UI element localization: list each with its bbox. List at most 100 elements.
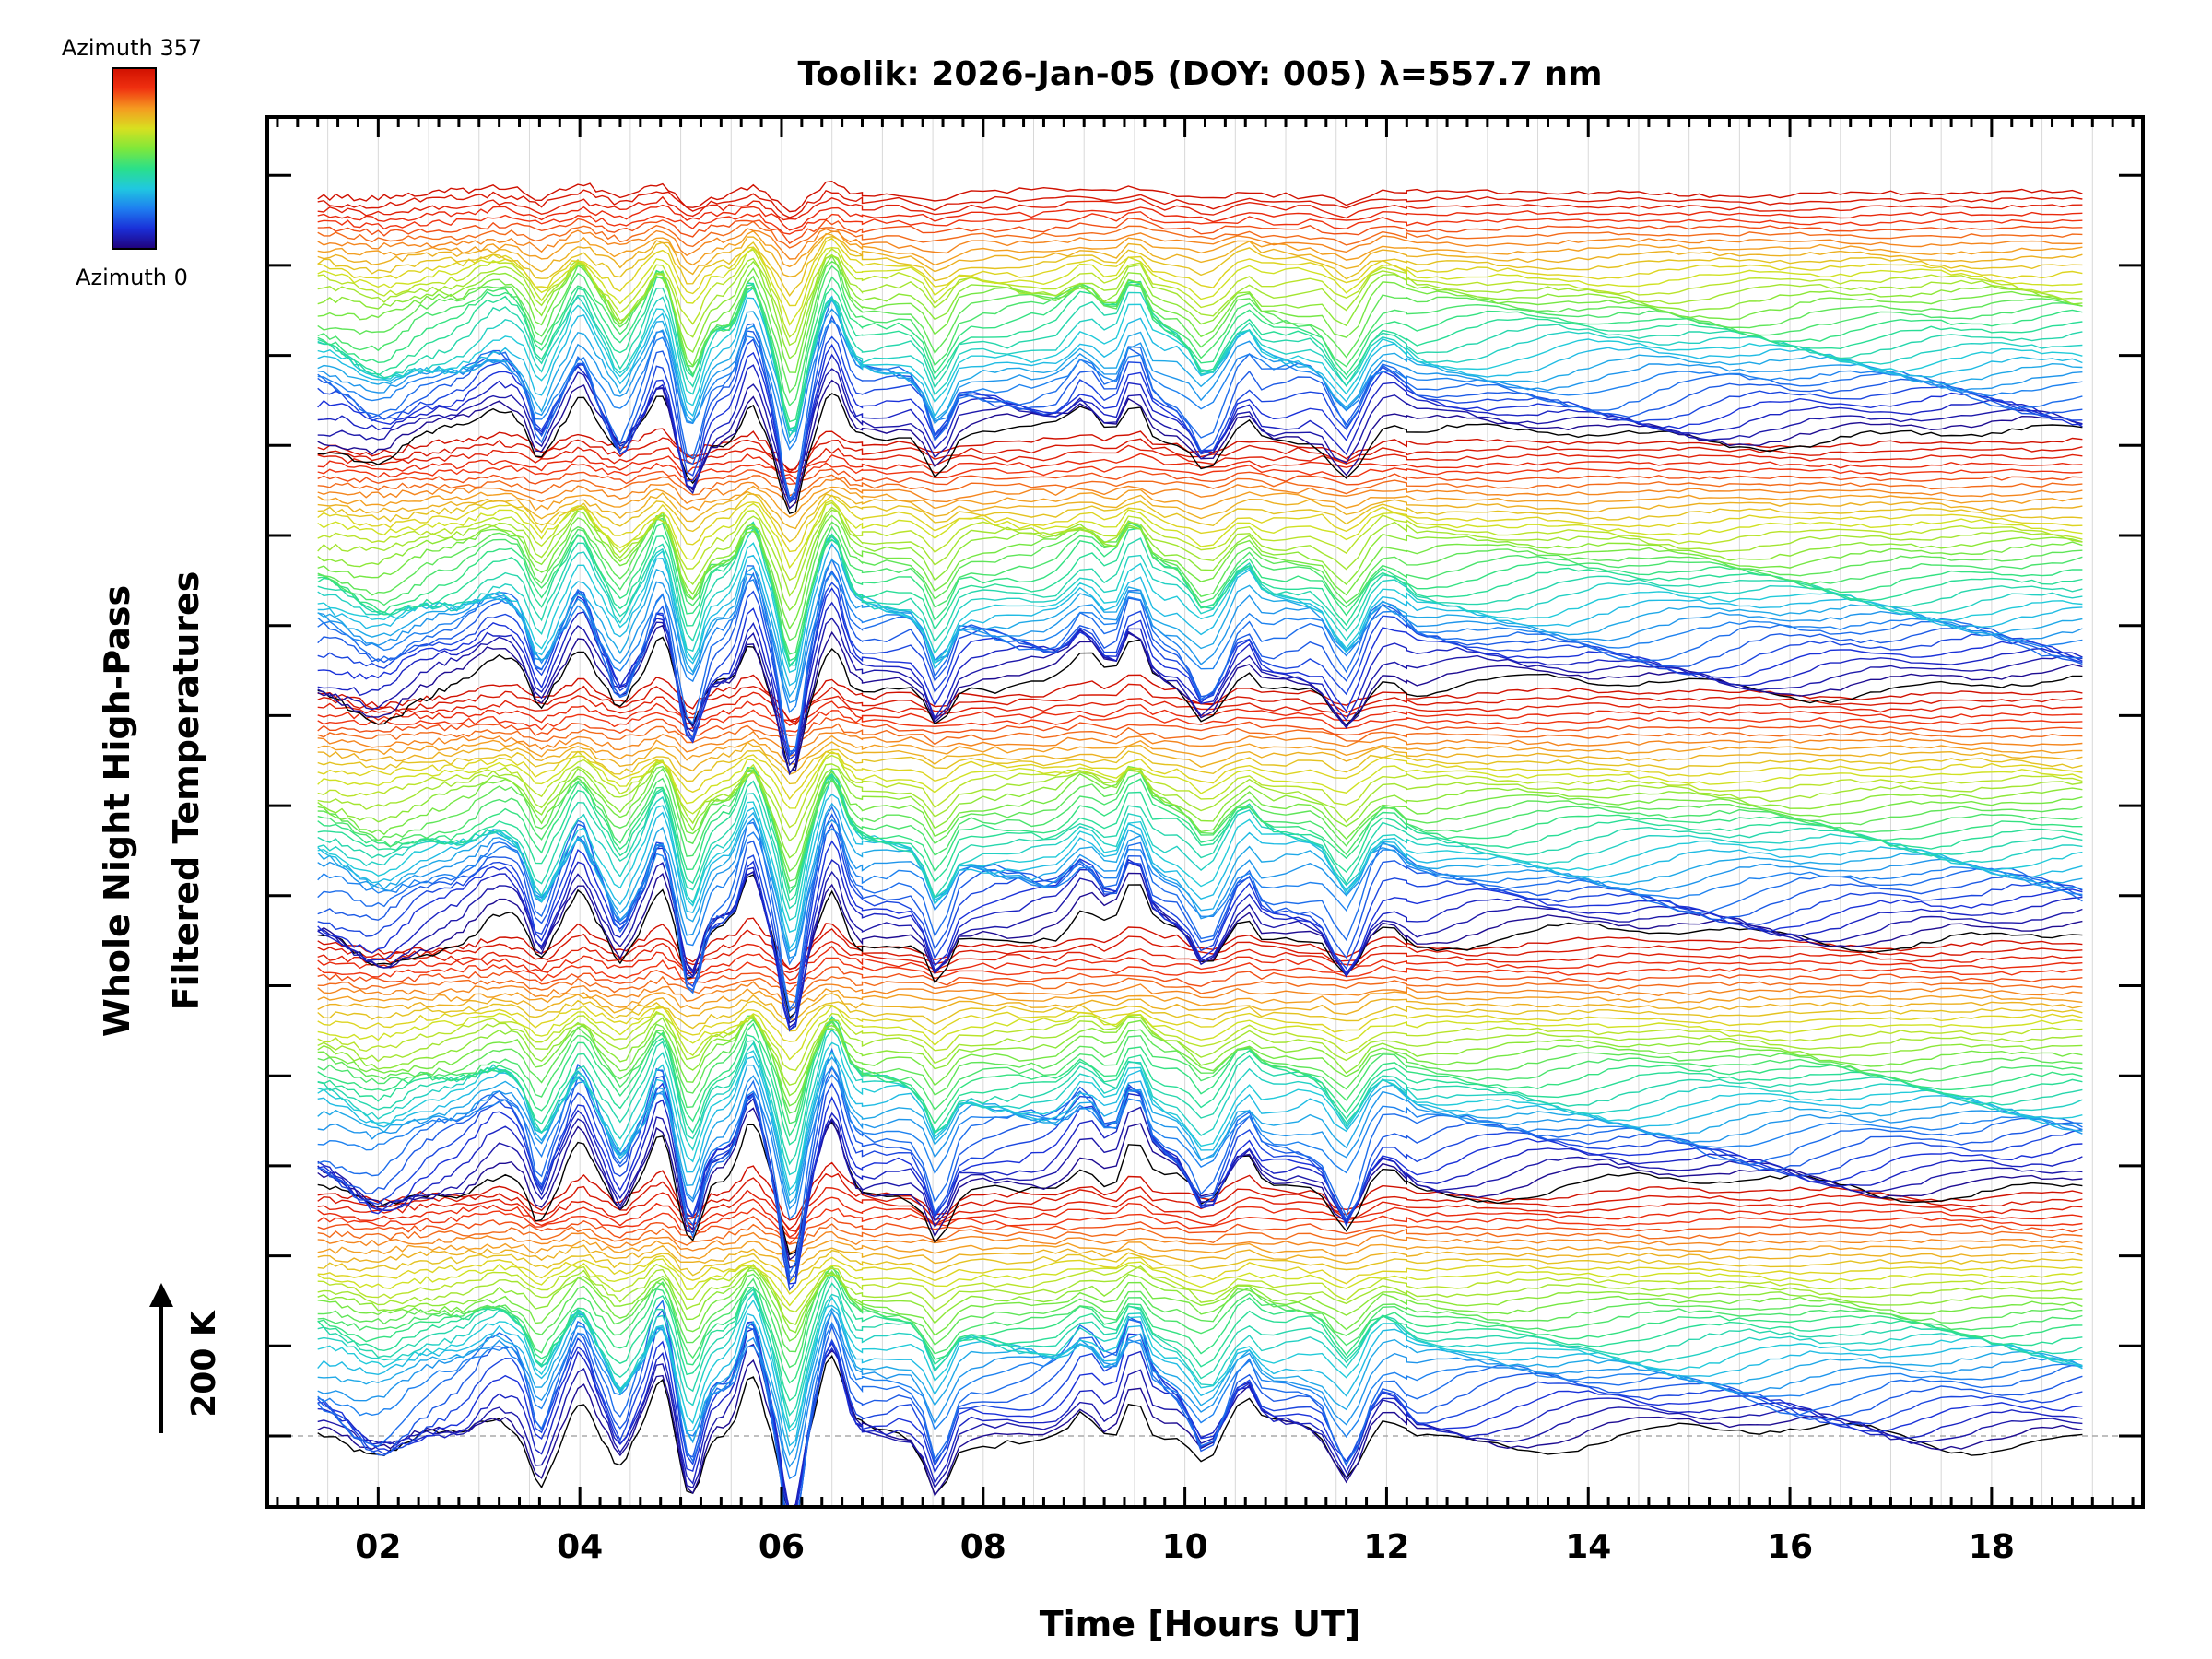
x-tick-label: 02 [355, 1528, 401, 1566]
series-line [317, 474, 2083, 497]
series-line [317, 453, 2083, 480]
series-line [317, 521, 2083, 667]
series-line [317, 750, 2083, 809]
series-line [317, 716, 2083, 737]
series-line [317, 999, 2083, 1032]
series-line [317, 1244, 2083, 1268]
x-tick-label: 04 [557, 1528, 603, 1566]
series-line [317, 282, 2083, 432]
x-tick-label: 16 [1767, 1528, 1813, 1566]
series-line [317, 1321, 2083, 1480]
series-line [317, 494, 2083, 553]
series-line [317, 180, 2083, 213]
series-line [317, 975, 2083, 998]
series-line [317, 335, 2083, 500]
series-line [317, 748, 2083, 785]
colorbar-gradient [112, 67, 157, 250]
series-line [317, 940, 2083, 974]
series-line [317, 511, 2083, 641]
series-line [317, 281, 2083, 438]
series-line [317, 379, 2083, 510]
series-line [317, 218, 2083, 244]
series-line [317, 228, 2083, 260]
series-line [317, 1311, 2083, 1468]
series-line [317, 1308, 2083, 1507]
series-line [317, 767, 2083, 889]
series-line [317, 636, 2083, 775]
series-line [317, 828, 2083, 966]
series-line [317, 993, 2083, 1020]
series-line [317, 211, 2083, 235]
series-group [317, 180, 2083, 1507]
series-line [317, 981, 2083, 1005]
series-line [317, 229, 2083, 268]
series-line [317, 195, 2083, 221]
series-line [317, 1265, 2083, 1353]
series-line [317, 1172, 2083, 1230]
series-line [317, 765, 2083, 873]
scale-bar-label: 200 K [185, 1310, 223, 1418]
series-line [317, 500, 2083, 570]
series-line [317, 1065, 2083, 1283]
series-line [317, 822, 2083, 1022]
series-line [317, 488, 2083, 530]
series-line [317, 1015, 2083, 1146]
series-line [317, 1056, 2083, 1205]
series-line [317, 204, 2083, 231]
series-line [317, 582, 2083, 757]
series-line [317, 542, 2083, 699]
colorbar: Azimuth 357 Azimuth 0 [62, 35, 202, 290]
series-line [317, 523, 2083, 668]
series-line [317, 1207, 2083, 1240]
series-line [317, 535, 2083, 687]
series-line [317, 774, 2083, 922]
series-line [317, 917, 2083, 971]
x-tick-label: 14 [1565, 1528, 1611, 1566]
series-line [317, 723, 2083, 747]
y-axis-label-line2: Filtered Temperatures [166, 571, 206, 1011]
series-line [317, 988, 2083, 1010]
series-line [317, 1273, 2083, 1402]
series-line [317, 601, 2083, 767]
series-line [317, 946, 2083, 982]
series-line [317, 1186, 2083, 1232]
x-tick-label: 18 [1969, 1528, 2015, 1566]
series-line [317, 674, 2083, 723]
series-line [317, 1012, 2083, 1087]
series-line [317, 319, 2083, 451]
series-line [317, 1263, 2083, 1334]
y-axis-label-line1: Whole Night High-Pass [97, 585, 137, 1037]
series-line [317, 700, 2083, 726]
series-line [317, 265, 2083, 407]
series-line [317, 287, 2083, 431]
series-line [317, 253, 2083, 360]
series-line [317, 1239, 2083, 1263]
series-line [317, 1107, 2083, 1262]
series-line [317, 818, 2083, 959]
x-tick-label: 12 [1363, 1528, 1409, 1566]
series-line [317, 793, 2083, 950]
series-line [317, 1216, 2083, 1245]
x-tick-label: 10 [1162, 1528, 1208, 1566]
series-line [317, 1196, 2083, 1239]
series-line [317, 1322, 2083, 1507]
series-line [317, 220, 2083, 249]
series-line [317, 1014, 2083, 1097]
series-line [317, 1082, 2083, 1285]
series-line [317, 587, 2083, 760]
series-line [317, 761, 2083, 859]
series-line [317, 617, 2083, 776]
series-line [317, 462, 2083, 485]
series-line [317, 847, 2083, 1030]
series-line [317, 368, 2083, 504]
x-tick-labels: 02 04 06 08 10 12 14 16 18 [355, 1528, 2015, 1566]
series-line [317, 533, 2083, 674]
x-tick-label: 06 [759, 1528, 805, 1566]
series-line [317, 927, 2083, 970]
series-line [317, 353, 2083, 503]
series-line [317, 767, 2083, 894]
series-line [317, 477, 2083, 509]
series-line [317, 741, 2083, 775]
x-axis-label: Time [Hours UT] [1040, 1604, 1361, 1644]
scale-bar: 200 K [149, 1283, 223, 1433]
